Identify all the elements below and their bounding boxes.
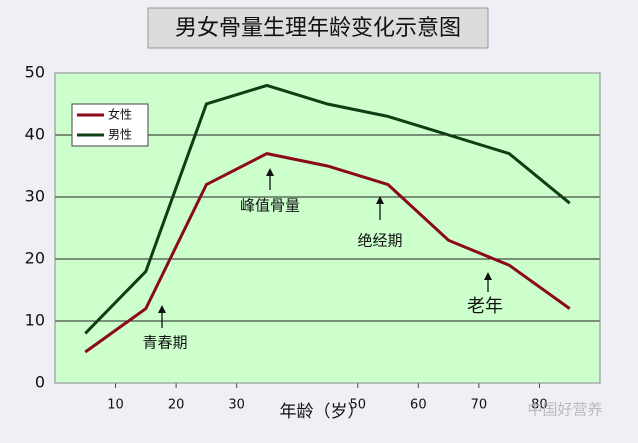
line [84, 83, 571, 335]
legend-label: 男性 [108, 128, 132, 142]
x-tick-label: 20 [168, 398, 185, 413]
arrow-head [376, 196, 384, 204]
y-tick-label: 0 [35, 373, 45, 392]
x-tick-label: 60 [410, 398, 427, 413]
y-tick-label: 50 [25, 63, 45, 82]
watermark: 中国好营养 [527, 401, 602, 419]
title-box [147, 7, 489, 49]
arrow-head [158, 305, 166, 313]
y-tick-label: 10 [25, 311, 45, 330]
legend-label: 女性 [108, 107, 132, 122]
annotation: 老年 [467, 296, 503, 317]
annotation: 峰值骨量 [240, 197, 300, 215]
x-axis-label: 年龄（岁） [280, 402, 365, 422]
annotation: 绝经期 [357, 232, 402, 250]
y-tick-label: 40 [25, 125, 45, 144]
y-tick-label: 20 [25, 249, 45, 268]
x-tick-label: 80 [531, 398, 548, 413]
plot-border [54, 72, 601, 384]
line [84, 152, 571, 354]
x-tick-label: 70 [471, 398, 488, 413]
arrow-head [484, 272, 492, 280]
chart-title: 男女骨量生理年龄变化示意图 [175, 16, 461, 41]
y-tick-label: 30 [25, 187, 45, 206]
x-tick-label: 30 [228, 398, 245, 413]
arrow-head [266, 168, 274, 176]
x-tick-label: 10 [107, 398, 124, 413]
legend-box [71, 103, 149, 147]
annotation: 青春期 [142, 334, 187, 352]
x-tick-label: 50 [350, 398, 367, 413]
